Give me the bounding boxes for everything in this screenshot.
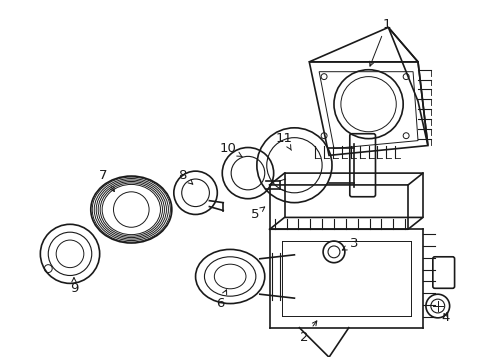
Text: 1: 1 [369,18,390,66]
Text: 6: 6 [216,290,226,310]
Text: 8: 8 [178,168,192,184]
Text: 7: 7 [99,168,114,192]
Text: 3: 3 [342,238,357,251]
Text: 10: 10 [219,142,242,157]
Text: 5: 5 [250,207,264,221]
Text: 11: 11 [275,132,292,150]
Text: 9: 9 [70,278,78,295]
Text: 4: 4 [441,311,449,324]
Text: 2: 2 [300,321,316,344]
